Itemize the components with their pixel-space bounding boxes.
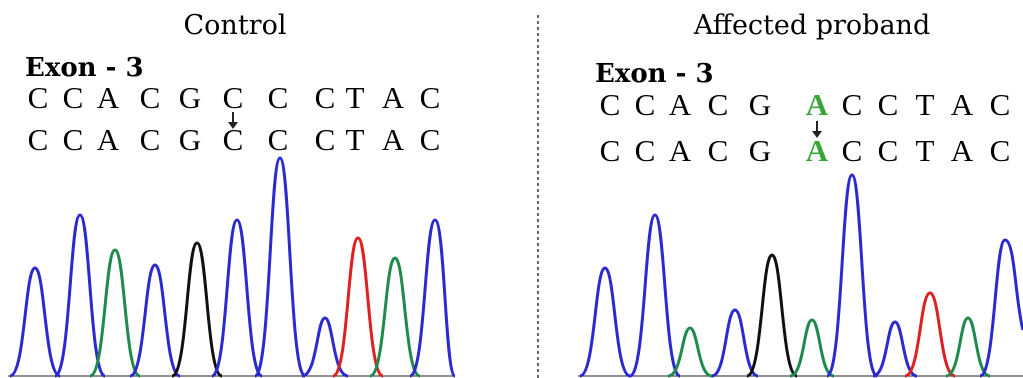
base-letter: A <box>97 122 120 157</box>
base-letter: G <box>749 87 771 122</box>
base-letter: C <box>140 80 161 115</box>
base-letter: C <box>223 80 244 115</box>
base-letter: C <box>28 80 49 115</box>
base-letter: C <box>63 80 84 115</box>
base-letter: C <box>420 122 441 157</box>
base-letter: A <box>97 80 120 115</box>
base-letter: C <box>268 122 289 157</box>
base-letter: A <box>806 133 829 168</box>
base-letter: C <box>600 133 621 168</box>
base-letter: C <box>28 122 49 157</box>
figure: Control Affected proband Exon - 3 Exon -… <box>0 0 1023 378</box>
base-letter: A <box>951 133 974 168</box>
base-letter: C <box>140 122 161 157</box>
base-letter: C <box>635 87 656 122</box>
base-letter: T <box>346 80 365 115</box>
base-letter: A <box>669 133 692 168</box>
base-letter: A <box>382 122 405 157</box>
base-letter: C <box>842 87 863 122</box>
base-letter: C <box>420 80 441 115</box>
base-letter: C <box>635 133 656 168</box>
base-letter: T <box>346 122 365 157</box>
base-letter: C <box>315 80 336 115</box>
base-letter: A <box>951 87 974 122</box>
base-letter: C <box>223 122 244 157</box>
base-letter: C <box>600 87 621 122</box>
base-letter: T <box>916 87 935 122</box>
base-letter: A <box>382 80 405 115</box>
base-letter: C <box>63 122 84 157</box>
base-letter: C <box>708 133 729 168</box>
base-letter: C <box>990 133 1011 168</box>
base-letter: A <box>806 87 829 122</box>
base-letter: A <box>669 87 692 122</box>
exon-label: Exon - 3 <box>595 59 714 89</box>
base-letter: G <box>179 122 201 157</box>
base-letter: C <box>315 122 336 157</box>
base-letter: G <box>179 80 201 115</box>
base-letter: C <box>708 87 729 122</box>
base-letter: G <box>749 133 771 168</box>
base-letter: C <box>268 80 289 115</box>
trace <box>10 158 1023 376</box>
panel-title: Affected proband <box>693 10 931 41</box>
base-letter: C <box>878 133 899 168</box>
base-letter: T <box>916 133 935 168</box>
panel-title: Control <box>184 10 287 41</box>
exon-label: Exon - 3 <box>25 53 144 83</box>
base-letter: C <box>842 133 863 168</box>
base-letter: C <box>878 87 899 122</box>
base-letter: C <box>990 87 1011 122</box>
